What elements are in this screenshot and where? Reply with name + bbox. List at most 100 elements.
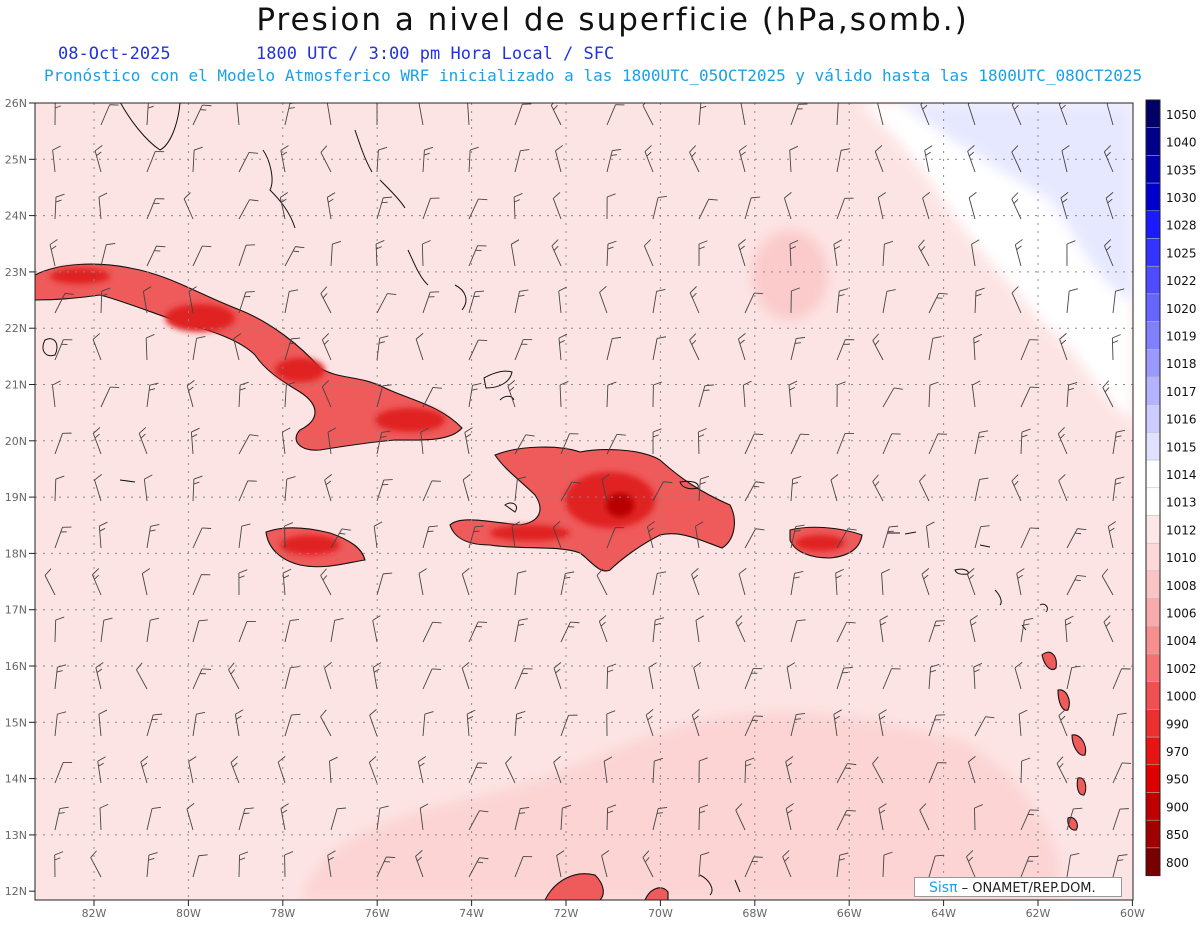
- wind-barb: [785, 756, 794, 784]
- barb-flag: [973, 333, 983, 339]
- wind-barb: [468, 198, 488, 220]
- barb-flag: [839, 288, 849, 292]
- wind-barb: [417, 756, 427, 784]
- barb-flag: [938, 292, 948, 295]
- barb-flag: [1060, 192, 1069, 199]
- barb-flag: [872, 756, 879, 764]
- barb-flag: [280, 803, 289, 809]
- wind-barb: [320, 568, 332, 596]
- barb-staff: [320, 716, 332, 737]
- wind-barb: [877, 103, 884, 126]
- barb-staff: [1011, 198, 1022, 220]
- barb-flag: [151, 718, 158, 721]
- wind-barb: [560, 621, 580, 643]
- barb-flag: [1109, 527, 1115, 532]
- wind-barb: [642, 850, 654, 878]
- wind-barb: [603, 756, 613, 784]
- barb-staff: [652, 197, 659, 220]
- barb-staff: [422, 526, 430, 549]
- barb-staff: [320, 293, 332, 314]
- valid-date: 08-Oct-2025: [58, 44, 171, 64]
- wind-barb: [971, 380, 981, 408]
- barb-flag: [787, 809, 793, 814]
- barb-staff: [422, 292, 431, 314]
- wind-barb: [698, 240, 708, 267]
- barb-flag: [415, 850, 423, 857]
- legend-label: 970: [1166, 745, 1189, 759]
- barb-flag: [136, 662, 143, 670]
- barb-staff: [606, 104, 616, 126]
- wind-barb: [742, 380, 752, 408]
- barb-flag: [228, 662, 235, 670]
- wind-barb: [466, 709, 476, 737]
- barb-staff: [146, 855, 150, 878]
- barb-flag: [745, 757, 755, 762]
- wind-barb: [973, 333, 983, 361]
- wind-barb: [599, 286, 608, 314]
- barb-staff: [330, 244, 333, 267]
- barb-staff: [601, 479, 608, 502]
- barb-flag: [972, 380, 981, 386]
- barb-flag: [1021, 434, 1028, 438]
- wind-barb: [601, 474, 610, 502]
- barb-flag: [1077, 528, 1087, 531]
- barb-flag: [558, 333, 568, 339]
- barb-staff: [417, 761, 424, 784]
- barb-flag: [1016, 245, 1022, 250]
- barb-staff: [1020, 339, 1030, 361]
- barb-flag: [94, 145, 103, 152]
- barb-staff: [238, 808, 246, 831]
- wind-barb: [552, 521, 562, 549]
- wind-barb: [1011, 192, 1022, 220]
- barb-flag: [322, 333, 330, 341]
- barb-staff: [98, 526, 102, 549]
- wind-barb: [228, 662, 240, 690]
- wind-barb: [1058, 474, 1068, 502]
- wind-barb: [606, 104, 625, 126]
- barb-staff: [790, 104, 799, 126]
- barb-staff: [1018, 714, 1022, 737]
- wind-barb: [327, 427, 337, 455]
- barb-staff: [468, 291, 476, 314]
- barb-staff: [511, 526, 516, 549]
- barb-staff: [369, 715, 378, 737]
- plot-frame: [34, 102, 1134, 901]
- lat-label: 14N: [5, 773, 27, 786]
- barb-flag: [1068, 381, 1078, 386]
- barb-staff: [146, 385, 151, 408]
- wind-barb: [192, 527, 212, 549]
- wind-barb: [330, 807, 347, 831]
- wind-barb: [284, 851, 294, 878]
- time-info: 1800 UTC / 3:00 pm Hora Local / SFC: [256, 44, 615, 64]
- barb-staff: [744, 760, 747, 784]
- barb-staff: [872, 340, 884, 361]
- lat-label: 23N: [5, 266, 27, 279]
- barb-flag: [509, 386, 515, 392]
- barb-flag: [571, 481, 581, 484]
- barb-staff: [644, 151, 654, 173]
- barb-staff: [790, 338, 797, 361]
- wind-barb: [192, 146, 203, 173]
- barb-staff: [830, 479, 838, 502]
- barb-flag: [879, 809, 886, 814]
- wind-barb: [376, 196, 393, 220]
- barb-flag: [786, 662, 796, 668]
- wind-barb: [468, 525, 484, 549]
- wind-barb: [418, 568, 427, 596]
- barb-staff: [94, 150, 102, 173]
- barb-flag: [884, 240, 894, 245]
- wind-barb: [783, 192, 792, 220]
- barb-flag: [838, 294, 845, 297]
- barb-flag: [290, 618, 300, 622]
- wind-barb: [643, 239, 654, 267]
- barb-staff: [872, 763, 884, 784]
- wind-barb: [967, 145, 976, 173]
- barb-staff: [188, 761, 194, 784]
- wind-barb: [1011, 103, 1022, 126]
- wind-barb: [280, 145, 289, 173]
- legend-label: 1000: [1166, 690, 1197, 704]
- legend-label: 800: [1166, 856, 1189, 870]
- barb-flag: [328, 856, 334, 861]
- wind-barb: [368, 756, 378, 784]
- wind-barb: [836, 809, 856, 831]
